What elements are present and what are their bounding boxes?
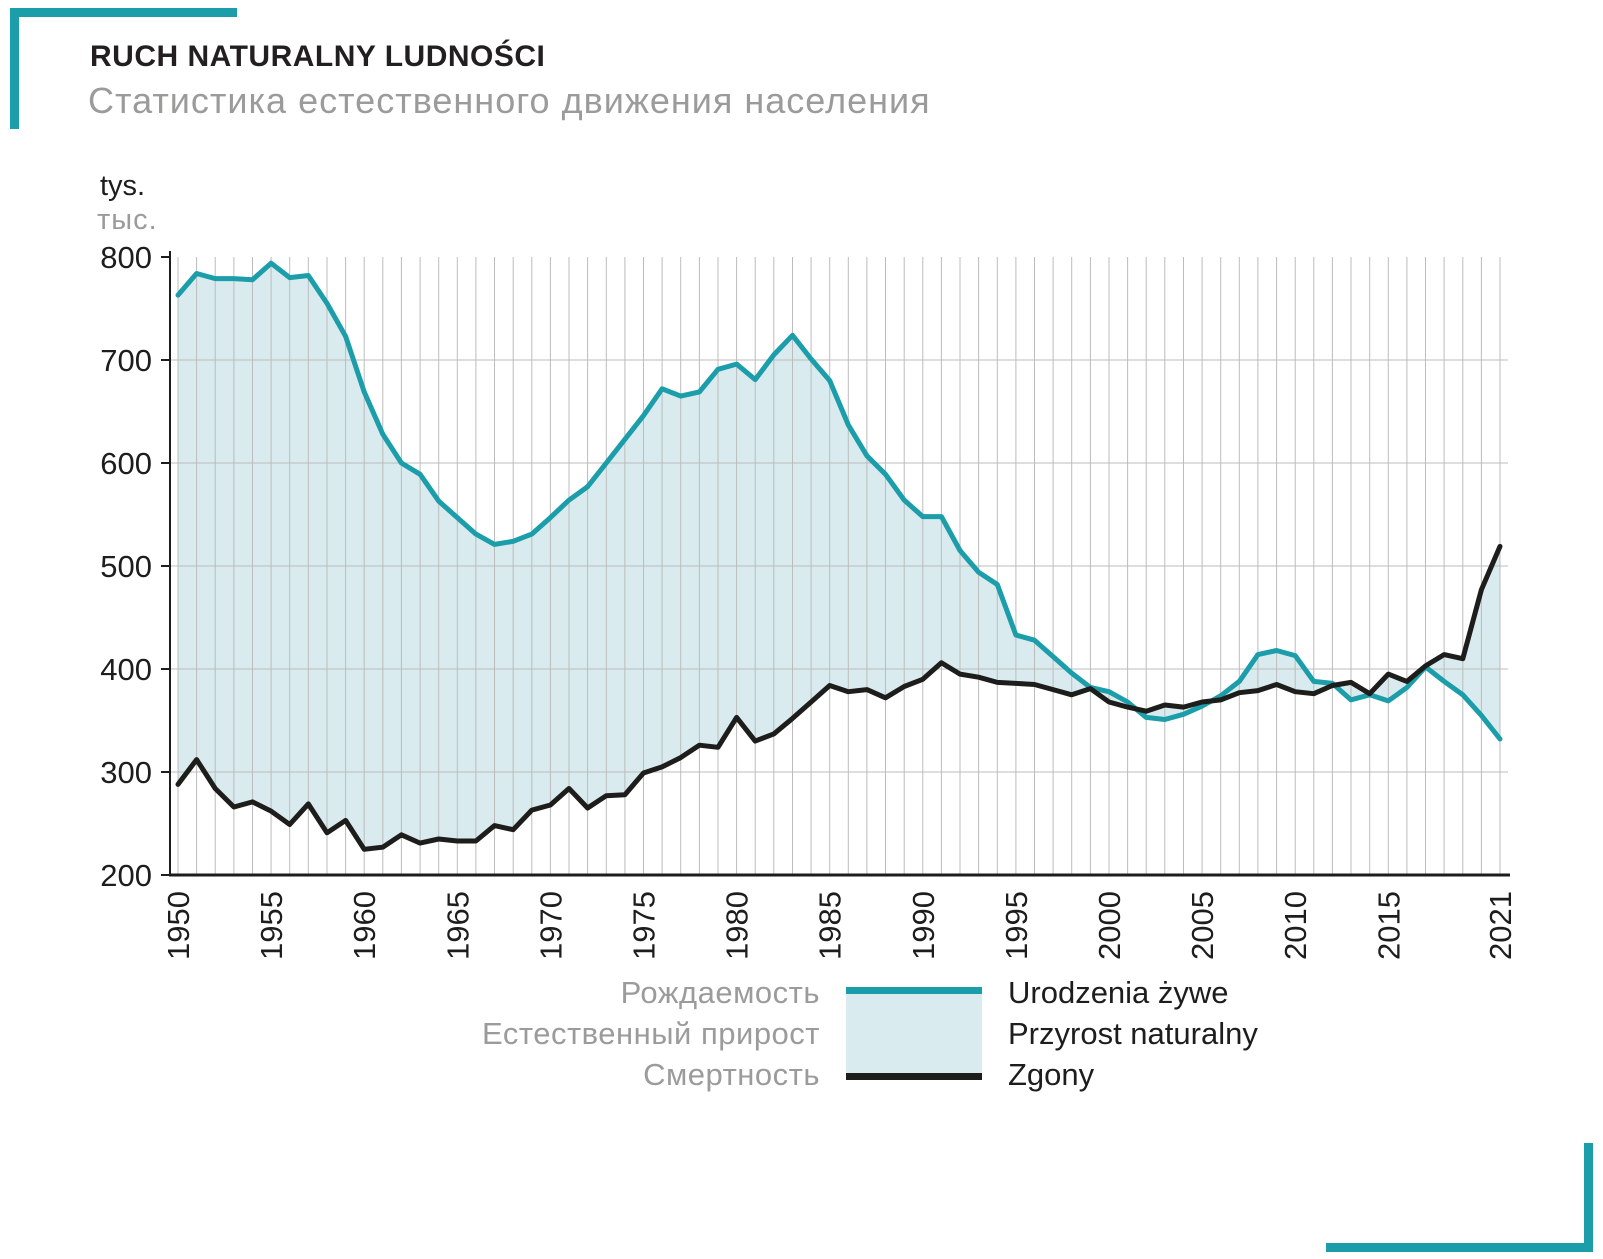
legend-pl-natural-increase-label: Przyrost naturalny: [1008, 1016, 1258, 1051]
svg-text:1965: 1965: [440, 891, 475, 960]
svg-text:1980: 1980: [720, 891, 755, 960]
svg-text:1970: 1970: [533, 891, 568, 960]
svg-text:2021: 2021: [1483, 891, 1518, 960]
page-title: RUCH NATURALNY LUDNOŚCI: [90, 40, 546, 73]
svg-text:1990: 1990: [906, 891, 941, 960]
legend-pl-deaths-label: Zgony: [1008, 1057, 1095, 1092]
svg-text:1950: 1950: [161, 891, 196, 960]
svg-text:400: 400: [100, 652, 152, 687]
svg-text:500: 500: [100, 549, 152, 584]
legend-labels-russian: Рождаемость Естественный прирост Смертно…: [440, 972, 820, 1095]
legend-pl-births-label: Urodzenia żywe: [1008, 975, 1229, 1010]
legend: Рождаемость Естественный прирост Смертно…: [440, 972, 1258, 1095]
area-natural-increase: [178, 263, 1500, 850]
legend-ru-deaths-label: Смертность: [643, 1057, 820, 1092]
svg-text:600: 600: [100, 446, 152, 481]
corner-bracket-top-left: [10, 8, 237, 129]
page-subtitle: Статистика естественного движения населе…: [88, 80, 931, 121]
svg-text:200: 200: [100, 858, 152, 893]
y-axis-unit-label: tys.: [100, 170, 146, 202]
svg-text:2015: 2015: [1371, 891, 1406, 960]
svg-text:1955: 1955: [254, 891, 289, 960]
svg-text:800: 800: [100, 240, 152, 275]
svg-text:1995: 1995: [999, 891, 1034, 960]
svg-text:1960: 1960: [347, 891, 382, 960]
svg-text:700: 700: [100, 343, 152, 378]
svg-text:2010: 2010: [1278, 891, 1313, 960]
svg-text:1985: 1985: [813, 891, 848, 960]
corner-bracket-bottom-right: [1326, 1143, 1593, 1252]
svg-text:300: 300: [100, 755, 152, 790]
line-Urodzenia żywe: [175, 260, 1503, 742]
legend-labels-polish: Urodzenia żywe Przyrost naturalny Zgony: [1008, 972, 1258, 1095]
legend-ru-births-label: Рождаемость: [620, 975, 820, 1010]
legend-swatch: [846, 987, 982, 1080]
legend-ru-natural-increase-label: Естественный прирост: [482, 1016, 820, 1051]
svg-text:2000: 2000: [1092, 891, 1127, 960]
line-Zgony: [175, 543, 1503, 852]
svg-text:1975: 1975: [627, 891, 662, 960]
y-axis-unit-label-ru: тыс.: [97, 204, 158, 236]
svg-text:2005: 2005: [1185, 891, 1220, 960]
